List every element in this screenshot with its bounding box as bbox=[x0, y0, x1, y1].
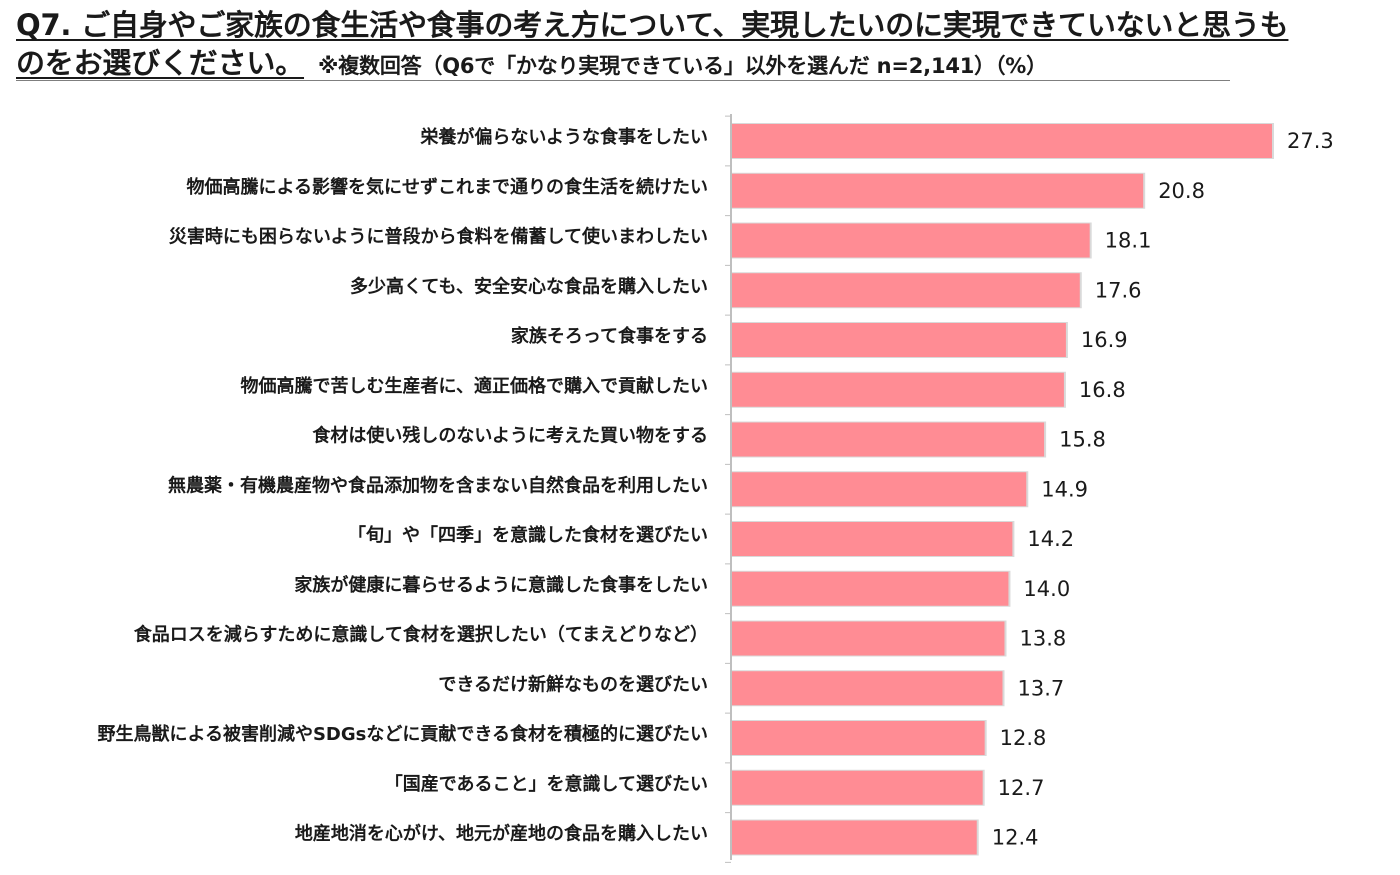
bar bbox=[731, 223, 1090, 258]
category-label: 多少高くても、安全安心な食品を購入したい bbox=[350, 275, 708, 297]
category-label: 野生鳥獣による被害削減やSDGsなどに貢献できる食材を積極的に選びたい bbox=[98, 723, 709, 745]
bar bbox=[731, 770, 983, 805]
title-note: ※複数回答（Q6で「かなり実現できている」以外を選んだ n=2,141）（%） bbox=[318, 54, 1047, 78]
bar bbox=[731, 472, 1027, 507]
category-label: 「旬」や「四季」を意識した食材を選びたい bbox=[348, 524, 708, 546]
bar bbox=[731, 671, 1003, 706]
category-label: 物価高騰による影響を気にせずこれまで通りの食生活を続けたい bbox=[187, 176, 708, 198]
category-label: 災害時にも困らないように普段から食料を備蓄して使いまわしたい bbox=[169, 226, 708, 248]
value-label: 12.7 bbox=[998, 776, 1045, 800]
bar bbox=[731, 372, 1064, 407]
title-line-1: Q7. ご自身やご家族の食生活や食事の考え方について、実現したいのに実現できてい… bbox=[16, 8, 1289, 42]
value-label: 15.8 bbox=[1059, 428, 1106, 452]
bar bbox=[731, 124, 1272, 158]
value-label: 16.8 bbox=[1079, 378, 1126, 402]
category-label: 無農薬・有機農産物や食品添加物を含まない自然食品を利用したい bbox=[168, 474, 708, 496]
value-label: 18.1 bbox=[1105, 229, 1152, 253]
category-label: 「国産であること」を意識して選びたい bbox=[385, 773, 708, 795]
value-label: 16.9 bbox=[1081, 328, 1128, 352]
value-label: 14.2 bbox=[1027, 527, 1074, 551]
category-label: 食材は使い残しのないように考えた買い物をする bbox=[311, 425, 708, 447]
value-label: 14.9 bbox=[1041, 477, 1088, 501]
category-label: 家族が健康に暮らせるように意識した食事をしたい bbox=[294, 574, 708, 596]
bar bbox=[731, 522, 1013, 556]
title-line-2-main: のをお選びください。 bbox=[16, 46, 305, 80]
value-label: 13.8 bbox=[1019, 627, 1066, 651]
value-label: 17.6 bbox=[1095, 278, 1142, 302]
chart-title: Q7. ご自身やご家族の食生活や食事の考え方について、実現したいのに実現できてい… bbox=[16, 6, 1392, 85]
title-divider bbox=[16, 80, 1230, 81]
category-label: できるだけ新鮮なものを選びたい bbox=[438, 673, 708, 695]
bar bbox=[731, 273, 1080, 308]
category-label: 栄養が偏らないような食事をしたい bbox=[419, 126, 708, 148]
value-label: 13.7 bbox=[1017, 676, 1064, 700]
value-label: 14.0 bbox=[1023, 577, 1070, 601]
bar bbox=[731, 323, 1066, 357]
bar bbox=[731, 721, 985, 755]
bar bbox=[731, 820, 977, 855]
category-label: 物価高騰で苦しむ生産者に、適正価格で購入で貢献したい bbox=[241, 375, 708, 397]
value-label: 20.8 bbox=[1158, 179, 1205, 203]
value-label: 12.8 bbox=[1000, 726, 1047, 750]
bar bbox=[731, 422, 1045, 457]
bar bbox=[731, 571, 1009, 606]
bar bbox=[731, 173, 1144, 208]
value-label: 12.4 bbox=[992, 826, 1039, 850]
category-label: 家族そろって食事をする bbox=[511, 325, 708, 347]
bar bbox=[731, 621, 1005, 656]
value-label: 27.3 bbox=[1287, 129, 1334, 153]
category-label: 地産地消を心がけ、地元が産地の食品を購入したい bbox=[295, 823, 708, 845]
title-line-2: のをお選びください。 ※複数回答（Q6で「かなり実現できている」以外を選んだ n=… bbox=[16, 44, 1392, 85]
category-label: 食品ロスを減らすために意識して食材を選択したい（てまえどりなど） bbox=[133, 624, 708, 646]
